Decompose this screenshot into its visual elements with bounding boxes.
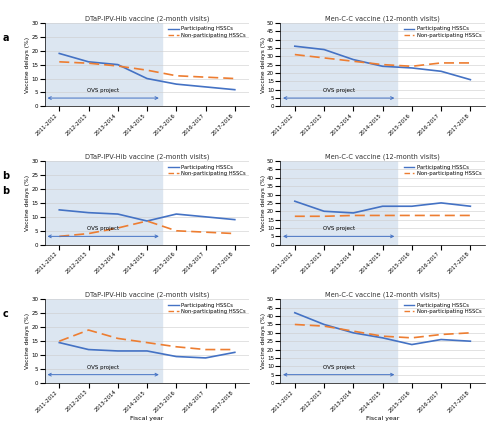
Legend: Participating HSSCs, Non-participating HSSCs: Participating HSSCs, Non-participating H… xyxy=(403,302,482,315)
Legend: Participating HSSCs, Non-participating HSSCs: Participating HSSCs, Non-participating H… xyxy=(403,164,482,177)
Title: DTaP-IPV-Hib vaccine (2-month visits): DTaP-IPV-Hib vaccine (2-month visits) xyxy=(85,292,210,298)
Text: OVS project: OVS project xyxy=(322,88,355,93)
Text: a: a xyxy=(2,33,9,43)
Bar xyxy=(44,161,162,245)
Text: OVS project: OVS project xyxy=(87,226,119,232)
Y-axis label: Vaccine delays (%): Vaccine delays (%) xyxy=(25,37,30,93)
Text: b: b xyxy=(2,186,10,196)
Bar xyxy=(280,300,397,383)
X-axis label: Fiscal year: Fiscal year xyxy=(366,416,400,421)
Bar xyxy=(280,161,397,245)
Text: OVS project: OVS project xyxy=(87,88,119,93)
Title: DTaP-IPV-Hib vaccine (2-month visits): DTaP-IPV-Hib vaccine (2-month visits) xyxy=(85,153,210,160)
Title: Men-C-C vaccine (12-month visits): Men-C-C vaccine (12-month visits) xyxy=(325,15,440,21)
Legend: Participating HSSCs, Non-participating HSSCs: Participating HSSCs, Non-participating H… xyxy=(403,25,482,38)
X-axis label: Fiscal year: Fiscal year xyxy=(130,416,164,421)
Legend: Participating HSSCs, Non-participating HSSCs: Participating HSSCs, Non-participating H… xyxy=(168,164,247,177)
Legend: Participating HSSCs, Non-participating HSSCs: Participating HSSCs, Non-participating H… xyxy=(168,302,247,315)
Text: OVS project: OVS project xyxy=(87,364,119,370)
Title: DTaP-IPV-Hib vaccine (2-month visits): DTaP-IPV-Hib vaccine (2-month visits) xyxy=(85,15,210,21)
Title: Men-C-C vaccine (12-month visits): Men-C-C vaccine (12-month visits) xyxy=(325,292,440,298)
Text: b: b xyxy=(2,171,10,181)
Y-axis label: Vaccine delays (%): Vaccine delays (%) xyxy=(260,37,266,93)
Text: c: c xyxy=(2,310,8,320)
Bar xyxy=(44,23,162,106)
Bar xyxy=(280,23,397,106)
Y-axis label: Vaccine delays (%): Vaccine delays (%) xyxy=(260,313,266,369)
Y-axis label: Vaccine delays (%): Vaccine delays (%) xyxy=(25,175,30,231)
Text: OVS project: OVS project xyxy=(322,364,355,370)
Y-axis label: Vaccine delays (%): Vaccine delays (%) xyxy=(25,313,30,369)
Legend: Participating HSSCs, Non-participating HSSCs: Participating HSSCs, Non-participating H… xyxy=(168,25,247,38)
Text: OVS project: OVS project xyxy=(322,226,355,232)
Title: Men-C-C vaccine (12-month visits): Men-C-C vaccine (12-month visits) xyxy=(325,153,440,160)
Bar xyxy=(44,300,162,383)
Y-axis label: Vaccine delays (%): Vaccine delays (%) xyxy=(260,175,266,231)
